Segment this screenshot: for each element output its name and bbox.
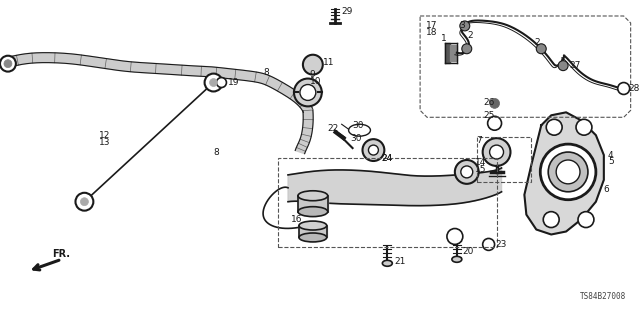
Text: 21: 21 <box>394 257 406 266</box>
Ellipse shape <box>298 207 328 217</box>
Text: 15: 15 <box>475 165 486 174</box>
Circle shape <box>556 160 580 184</box>
Text: FR.: FR. <box>52 249 70 259</box>
Text: 1: 1 <box>441 34 447 43</box>
Circle shape <box>558 61 568 71</box>
Polygon shape <box>295 110 313 154</box>
Circle shape <box>488 116 502 130</box>
Circle shape <box>483 138 511 166</box>
Text: 19: 19 <box>228 78 240 87</box>
Text: 4: 4 <box>608 150 613 160</box>
Circle shape <box>576 119 592 135</box>
Circle shape <box>543 212 559 228</box>
Circle shape <box>618 83 630 94</box>
Polygon shape <box>524 112 604 235</box>
Circle shape <box>76 193 93 211</box>
Text: 7: 7 <box>477 136 483 145</box>
Text: 24: 24 <box>381 154 392 163</box>
Text: 10: 10 <box>310 77 321 86</box>
Text: 13: 13 <box>99 138 111 147</box>
Text: 3: 3 <box>459 21 465 30</box>
Text: 27: 27 <box>569 61 580 70</box>
Circle shape <box>461 166 473 178</box>
Polygon shape <box>4 53 312 112</box>
Text: 26: 26 <box>484 98 495 107</box>
Circle shape <box>369 145 378 155</box>
Text: 24: 24 <box>381 154 392 163</box>
Text: 6: 6 <box>604 185 609 194</box>
Circle shape <box>294 79 322 106</box>
Circle shape <box>303 55 323 75</box>
Text: 30: 30 <box>353 121 364 130</box>
Text: 18: 18 <box>426 28 438 37</box>
Circle shape <box>546 119 562 135</box>
Ellipse shape <box>299 221 327 230</box>
Text: 22: 22 <box>328 124 339 133</box>
Circle shape <box>540 144 596 200</box>
Text: 25: 25 <box>484 111 495 120</box>
Circle shape <box>4 60 12 68</box>
Text: 30: 30 <box>351 134 362 143</box>
Circle shape <box>81 198 88 206</box>
Circle shape <box>205 74 223 92</box>
Text: TS84B27008: TS84B27008 <box>579 292 626 301</box>
Polygon shape <box>298 196 328 212</box>
Text: 29: 29 <box>342 6 353 16</box>
Text: 23: 23 <box>495 240 507 249</box>
Circle shape <box>300 84 316 100</box>
Ellipse shape <box>349 124 371 136</box>
Circle shape <box>483 238 495 250</box>
Ellipse shape <box>299 233 327 242</box>
Text: 5: 5 <box>608 157 614 166</box>
Polygon shape <box>299 226 327 237</box>
Circle shape <box>0 56 16 72</box>
Polygon shape <box>312 107 313 110</box>
Ellipse shape <box>382 260 392 266</box>
Text: 8: 8 <box>214 148 220 156</box>
Ellipse shape <box>298 191 328 201</box>
Text: 8: 8 <box>263 68 269 77</box>
Text: 12: 12 <box>99 131 111 140</box>
Circle shape <box>548 152 588 192</box>
Circle shape <box>362 139 385 161</box>
Circle shape <box>578 212 594 228</box>
Circle shape <box>447 228 463 244</box>
Polygon shape <box>445 43 450 63</box>
Polygon shape <box>288 168 502 206</box>
Circle shape <box>460 21 470 31</box>
Circle shape <box>536 44 546 54</box>
Polygon shape <box>450 45 457 61</box>
Circle shape <box>216 77 227 87</box>
Ellipse shape <box>452 256 462 262</box>
Text: 2: 2 <box>534 38 540 47</box>
Text: 11: 11 <box>323 58 334 67</box>
Text: 17: 17 <box>426 21 438 30</box>
Circle shape <box>462 44 472 54</box>
Circle shape <box>455 160 479 184</box>
Text: 28: 28 <box>628 84 640 93</box>
Text: 16: 16 <box>291 215 303 224</box>
Text: 14: 14 <box>475 158 486 167</box>
Circle shape <box>209 79 218 86</box>
Circle shape <box>490 145 504 159</box>
Text: 2: 2 <box>468 31 474 40</box>
Text: 9: 9 <box>310 70 316 79</box>
Text: 20: 20 <box>463 247 474 256</box>
Circle shape <box>490 99 500 108</box>
